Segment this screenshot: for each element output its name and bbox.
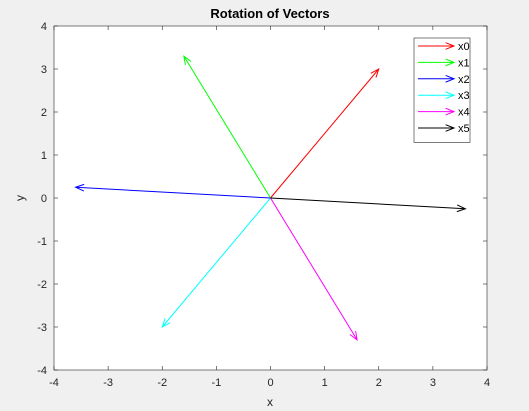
vector-x1-arrowhead bbox=[183, 54, 192, 66]
x-tick-label: -1 bbox=[211, 377, 221, 389]
vector-x0 bbox=[270, 68, 380, 199]
vector-x4-arrowhead bbox=[349, 330, 358, 342]
y-tick-label: -3 bbox=[37, 322, 47, 334]
y-tick-label: 1 bbox=[41, 150, 47, 162]
y-axis-label: y bbox=[13, 195, 27, 201]
x-tick-label: 1 bbox=[322, 377, 328, 389]
legend-label-x1: x1 bbox=[458, 57, 470, 69]
chart-title: Rotation of Vectors bbox=[210, 6, 329, 21]
y-ticks: -4 -3 -2 -1 0 1 2 3 4 bbox=[37, 21, 487, 377]
y-tick-label: 0 bbox=[41, 193, 47, 205]
y-tick-label: 4 bbox=[41, 21, 47, 33]
legend-label-x5: x5 bbox=[458, 123, 470, 135]
legend-label-x2: x2 bbox=[458, 74, 470, 86]
y-tick-label: -2 bbox=[37, 279, 47, 291]
x-axis-label: x bbox=[267, 395, 273, 409]
vectors bbox=[74, 54, 467, 342]
vector-x5 bbox=[270, 197, 466, 210]
vector-x1 bbox=[183, 55, 271, 199]
legend-label-x4: x4 bbox=[458, 107, 470, 119]
vector-x2-arrowhead bbox=[74, 183, 85, 192]
legend-swatch-arrowhead bbox=[445, 74, 456, 83]
y-tick-label: 3 bbox=[41, 64, 47, 76]
legend-swatch-arrowhead bbox=[445, 42, 456, 50]
legend-swatch-arrowhead bbox=[445, 91, 456, 100]
x-tick-label: 3 bbox=[430, 377, 436, 389]
y-tick-label: -4 bbox=[37, 365, 47, 377]
y-tick-label: -1 bbox=[37, 236, 47, 248]
legend-swatch-arrowhead bbox=[445, 124, 456, 132]
vector-x4 bbox=[270, 197, 358, 341]
legend-box bbox=[413, 37, 471, 143]
legend-swatch-arrowhead bbox=[445, 58, 456, 67]
vector-x2 bbox=[75, 186, 271, 199]
vector-x0-arrowhead bbox=[370, 67, 380, 78]
legend-swatch-arrowhead bbox=[445, 107, 456, 116]
x-tick-label: -2 bbox=[157, 377, 167, 389]
x-tick-label: 0 bbox=[267, 377, 273, 389]
x-tick-label: 4 bbox=[484, 377, 490, 389]
legend-label-x3: x3 bbox=[458, 90, 470, 102]
legend-label-x0: x0 bbox=[458, 41, 470, 53]
x-tick-label: -4 bbox=[49, 377, 59, 389]
x-tick-label: -3 bbox=[103, 377, 113, 389]
legend: x0 x1 x2 x3 x4 x5 bbox=[413, 37, 471, 143]
vector-x3 bbox=[161, 197, 271, 328]
vector-x3-arrowhead bbox=[161, 318, 171, 329]
x-ticks: -4 -3 -2 -1 0 1 2 3 4 bbox=[49, 26, 490, 389]
x-tick-label: 2 bbox=[376, 377, 382, 389]
y-tick-label: 2 bbox=[41, 107, 47, 119]
vector-x5-arrowhead bbox=[456, 204, 467, 213]
